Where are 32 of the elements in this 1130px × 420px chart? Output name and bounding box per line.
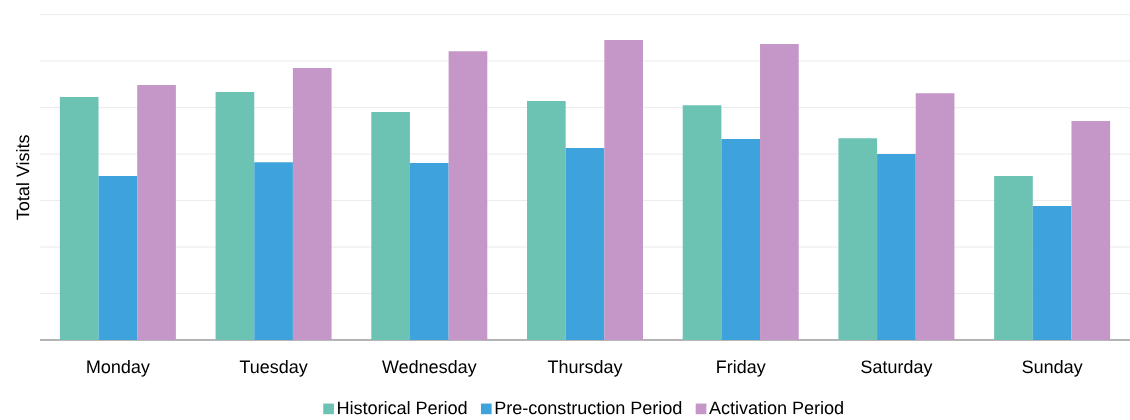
bar [994,175,1033,340]
bar [254,162,293,340]
bar [527,100,566,340]
bar [838,138,878,340]
bar [877,154,916,340]
bar [760,43,799,340]
x-tick-label: Monday [87,359,150,377]
x-tick-label: Sunday [1022,359,1083,377]
bar [98,175,138,340]
bar [1071,121,1111,340]
bar [915,93,955,340]
x-tick-label: Wednesday [382,359,477,377]
bar [59,97,99,340]
x-tick-label: Tuesday [239,359,308,377]
bar [409,163,449,340]
legend-label: Historical Period [338,401,467,415]
x-tick-label: Saturday [861,359,933,377]
x-tick-label: Friday [717,359,766,377]
bar [371,112,410,340]
legend-label: Pre-construction Period [495,401,682,415]
bar [565,148,605,340]
bar [604,40,644,340]
bar [721,139,761,340]
legend-label: Activation Period [709,401,843,415]
bar [448,51,488,340]
y-axis-title: Total Visits [16,135,30,220]
bar [682,105,722,340]
bar [137,85,176,340]
bar [292,67,332,340]
bar [1032,205,1072,340]
x-tick-label: Thursday [547,359,623,377]
bar [215,91,255,340]
